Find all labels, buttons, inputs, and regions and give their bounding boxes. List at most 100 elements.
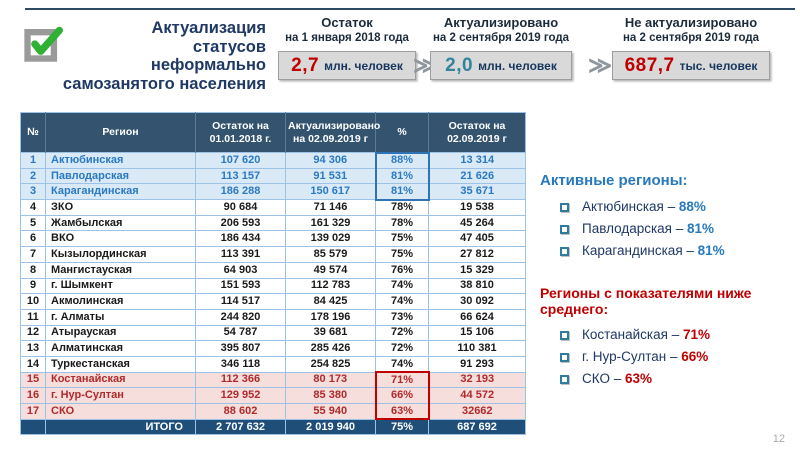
table-row: 3 Карагандинская 186 288 150 617 81% 35 671: [20, 183, 526, 201]
table-footer: ИТОГО 2 707 632 2 019 940 75% 687 692: [20, 418, 526, 436]
cell-balance-2019: 44 572: [428, 387, 526, 404]
cell-region: Карагандинская: [45, 183, 196, 201]
cell-num: 6: [20, 230, 46, 248]
cell-percent: 72%: [375, 324, 429, 342]
table-row: 6 ВКО 186 434 139 029 75% 47 405: [20, 230, 526, 248]
cell-balance-2019: 91 293: [428, 355, 526, 373]
summary-box-not-actualized: Не актуализировано на 2 сентября 2019 го…: [612, 15, 770, 80]
total-actualized: 2 019 940: [285, 418, 376, 436]
table-row: 2 Павлодарская 113 157 91 531 81% 21 626: [20, 167, 526, 185]
table-row: 12 Атырауская 54 787 39 681 72% 15 106: [20, 324, 526, 342]
header-region: Регион: [45, 112, 196, 153]
total-empty-cell: [20, 418, 46, 436]
cell-num: 11: [20, 308, 46, 326]
cell-balance-2019: 47 405: [428, 230, 526, 248]
cell-num: 9: [20, 277, 46, 295]
cell-actualized: 84 425: [285, 293, 376, 310]
cell-balance-2019: 32662: [428, 403, 526, 420]
cell-actualized: 49 574: [285, 261, 376, 279]
cell-num: 1: [20, 152, 46, 169]
region-percent: 81%: [697, 243, 725, 258]
low-regions-title: Регионы с показателями ниже среднего:: [540, 285, 752, 317]
cell-num: 10: [20, 293, 46, 310]
cell-percent: 73%: [375, 308, 429, 326]
checked-checkbox-icon: [23, 23, 63, 65]
region-name: Костанайская: [582, 327, 668, 342]
cell-region: Акмолинская: [45, 293, 196, 310]
cell-percent: 63%: [374, 403, 430, 421]
cell-region: Жамбылская: [45, 214, 196, 232]
cell-balance-2018: 64 903: [195, 261, 286, 279]
table-total-row: ИТОГО 2 707 632 2 019 940 75% 687 692: [20, 418, 526, 436]
cell-region: Мангистауская: [45, 261, 196, 279]
cell-balance-2019: 27 812: [428, 246, 526, 263]
summary-label-date: на 2 сентября 2019 года: [432, 32, 570, 44]
cell-balance-2018: 112 366: [195, 371, 286, 389]
region-percent: 88%: [678, 199, 706, 214]
cell-balance-2019: 30 092: [428, 293, 526, 310]
table-header: № Регион Остаток на 01.01.2018 г. Актуал…: [20, 112, 526, 153]
header-actualized: Актуализировано на 02.09.2019 г: [285, 112, 380, 153]
region-percent: 71%: [682, 327, 710, 342]
cell-percent: 81%: [374, 183, 430, 201]
region-list-item: Карагандинская – 81%: [560, 244, 798, 258]
cell-actualized: 161 329: [285, 214, 376, 232]
cell-percent: 78%: [375, 214, 429, 232]
dash-separator: –: [682, 243, 698, 258]
cell-percent: 74%: [375, 277, 429, 295]
cell-balance-2018: 151 593: [195, 277, 286, 295]
region-name: Карагандинская: [582, 243, 683, 258]
summary-label-date: на 1 января 2018 года: [285, 32, 409, 44]
table-row: 17 СКО 88 602 55 940 63% 32662: [20, 403, 526, 421]
cell-region: ВКО: [45, 230, 196, 248]
summary-box-actualized: Актуализировано на 2 сентября 2019 года …: [430, 15, 572, 80]
chevron-right-icon: ≫: [588, 52, 613, 78]
cell-actualized: 139 029: [285, 230, 376, 248]
cell-actualized: 71 146: [285, 199, 376, 216]
cell-balance-2018: 206 593: [195, 214, 286, 232]
checkbox-bullet-icon: [560, 330, 569, 340]
cell-num: 14: [20, 355, 46, 373]
cell-num: 16: [20, 387, 46, 404]
cell-percent: 71%: [374, 371, 430, 389]
cell-balance-2018: 186 434: [195, 230, 286, 248]
cell-percent: 74%: [375, 355, 429, 373]
cell-actualized: 91 531: [285, 167, 376, 185]
cell-num: 4: [20, 199, 46, 216]
cell-region: г. Шымкент: [45, 277, 196, 295]
summary-value-box: 687,7 тыс. человек: [612, 51, 770, 80]
table-row: 5 Жамбылская 206 593 161 329 78% 45 264: [20, 214, 526, 232]
table-row: 13 Алматинская 395 807 285 426 72% 110 381: [20, 340, 526, 357]
cell-actualized: 112 783: [285, 277, 376, 295]
dash-separator: –: [609, 371, 625, 386]
cell-actualized: 39 681: [285, 324, 376, 342]
region-name: СКО: [582, 371, 610, 386]
table-row: 15 Костанайская 112 366 80 173 71% 32 193: [20, 371, 526, 389]
cell-region: Туркестанская: [45, 355, 196, 373]
total-balance-2019: 687 692: [428, 418, 526, 436]
summary-label: Не актуализировано: [624, 15, 758, 30]
cell-num: 15: [20, 371, 46, 389]
table-row: 16 г. Нур-Султан 129 952 85 380 66% 44 572: [20, 387, 526, 404]
region-list-item: Павлодарская – 81%: [560, 222, 798, 236]
table-row: 14 Туркестанская 346 118 254 825 74% 91 293: [20, 355, 526, 373]
cell-balance-2019: 35 671: [428, 183, 526, 201]
cell-region: ЗКО: [45, 199, 196, 216]
region-name: Павлодарская: [582, 221, 672, 236]
cell-region: Атырауская: [45, 324, 196, 342]
cell-actualized: 150 617: [285, 183, 376, 201]
table-row: 1 Актюбинская 107 620 94 306 88% 13 314: [20, 151, 526, 169]
slide-title: Актуализация статусов неформально самоза…: [18, 19, 266, 93]
region-list-item: Костанайская – 71%: [560, 328, 798, 342]
region-name: Актюбинская: [582, 199, 664, 214]
low-regions-section: Регионы с показателями ниже среднего: Ко…: [540, 285, 798, 386]
title-line: статусов: [192, 37, 266, 56]
cell-percent: 78%: [375, 199, 429, 216]
title-line: Актуализация: [151, 19, 266, 37]
cell-region: г. Нур-Султан: [45, 387, 196, 404]
cell-region: Костанайская: [45, 371, 196, 389]
low-regions-list: Костанайская – 71% г. Нур-Султан – 66% СКО…: [540, 328, 798, 386]
cell-num: 17: [20, 403, 46, 420]
summary-label: Актуализировано: [443, 15, 559, 30]
summary-unit: млн. человек: [324, 58, 403, 73]
